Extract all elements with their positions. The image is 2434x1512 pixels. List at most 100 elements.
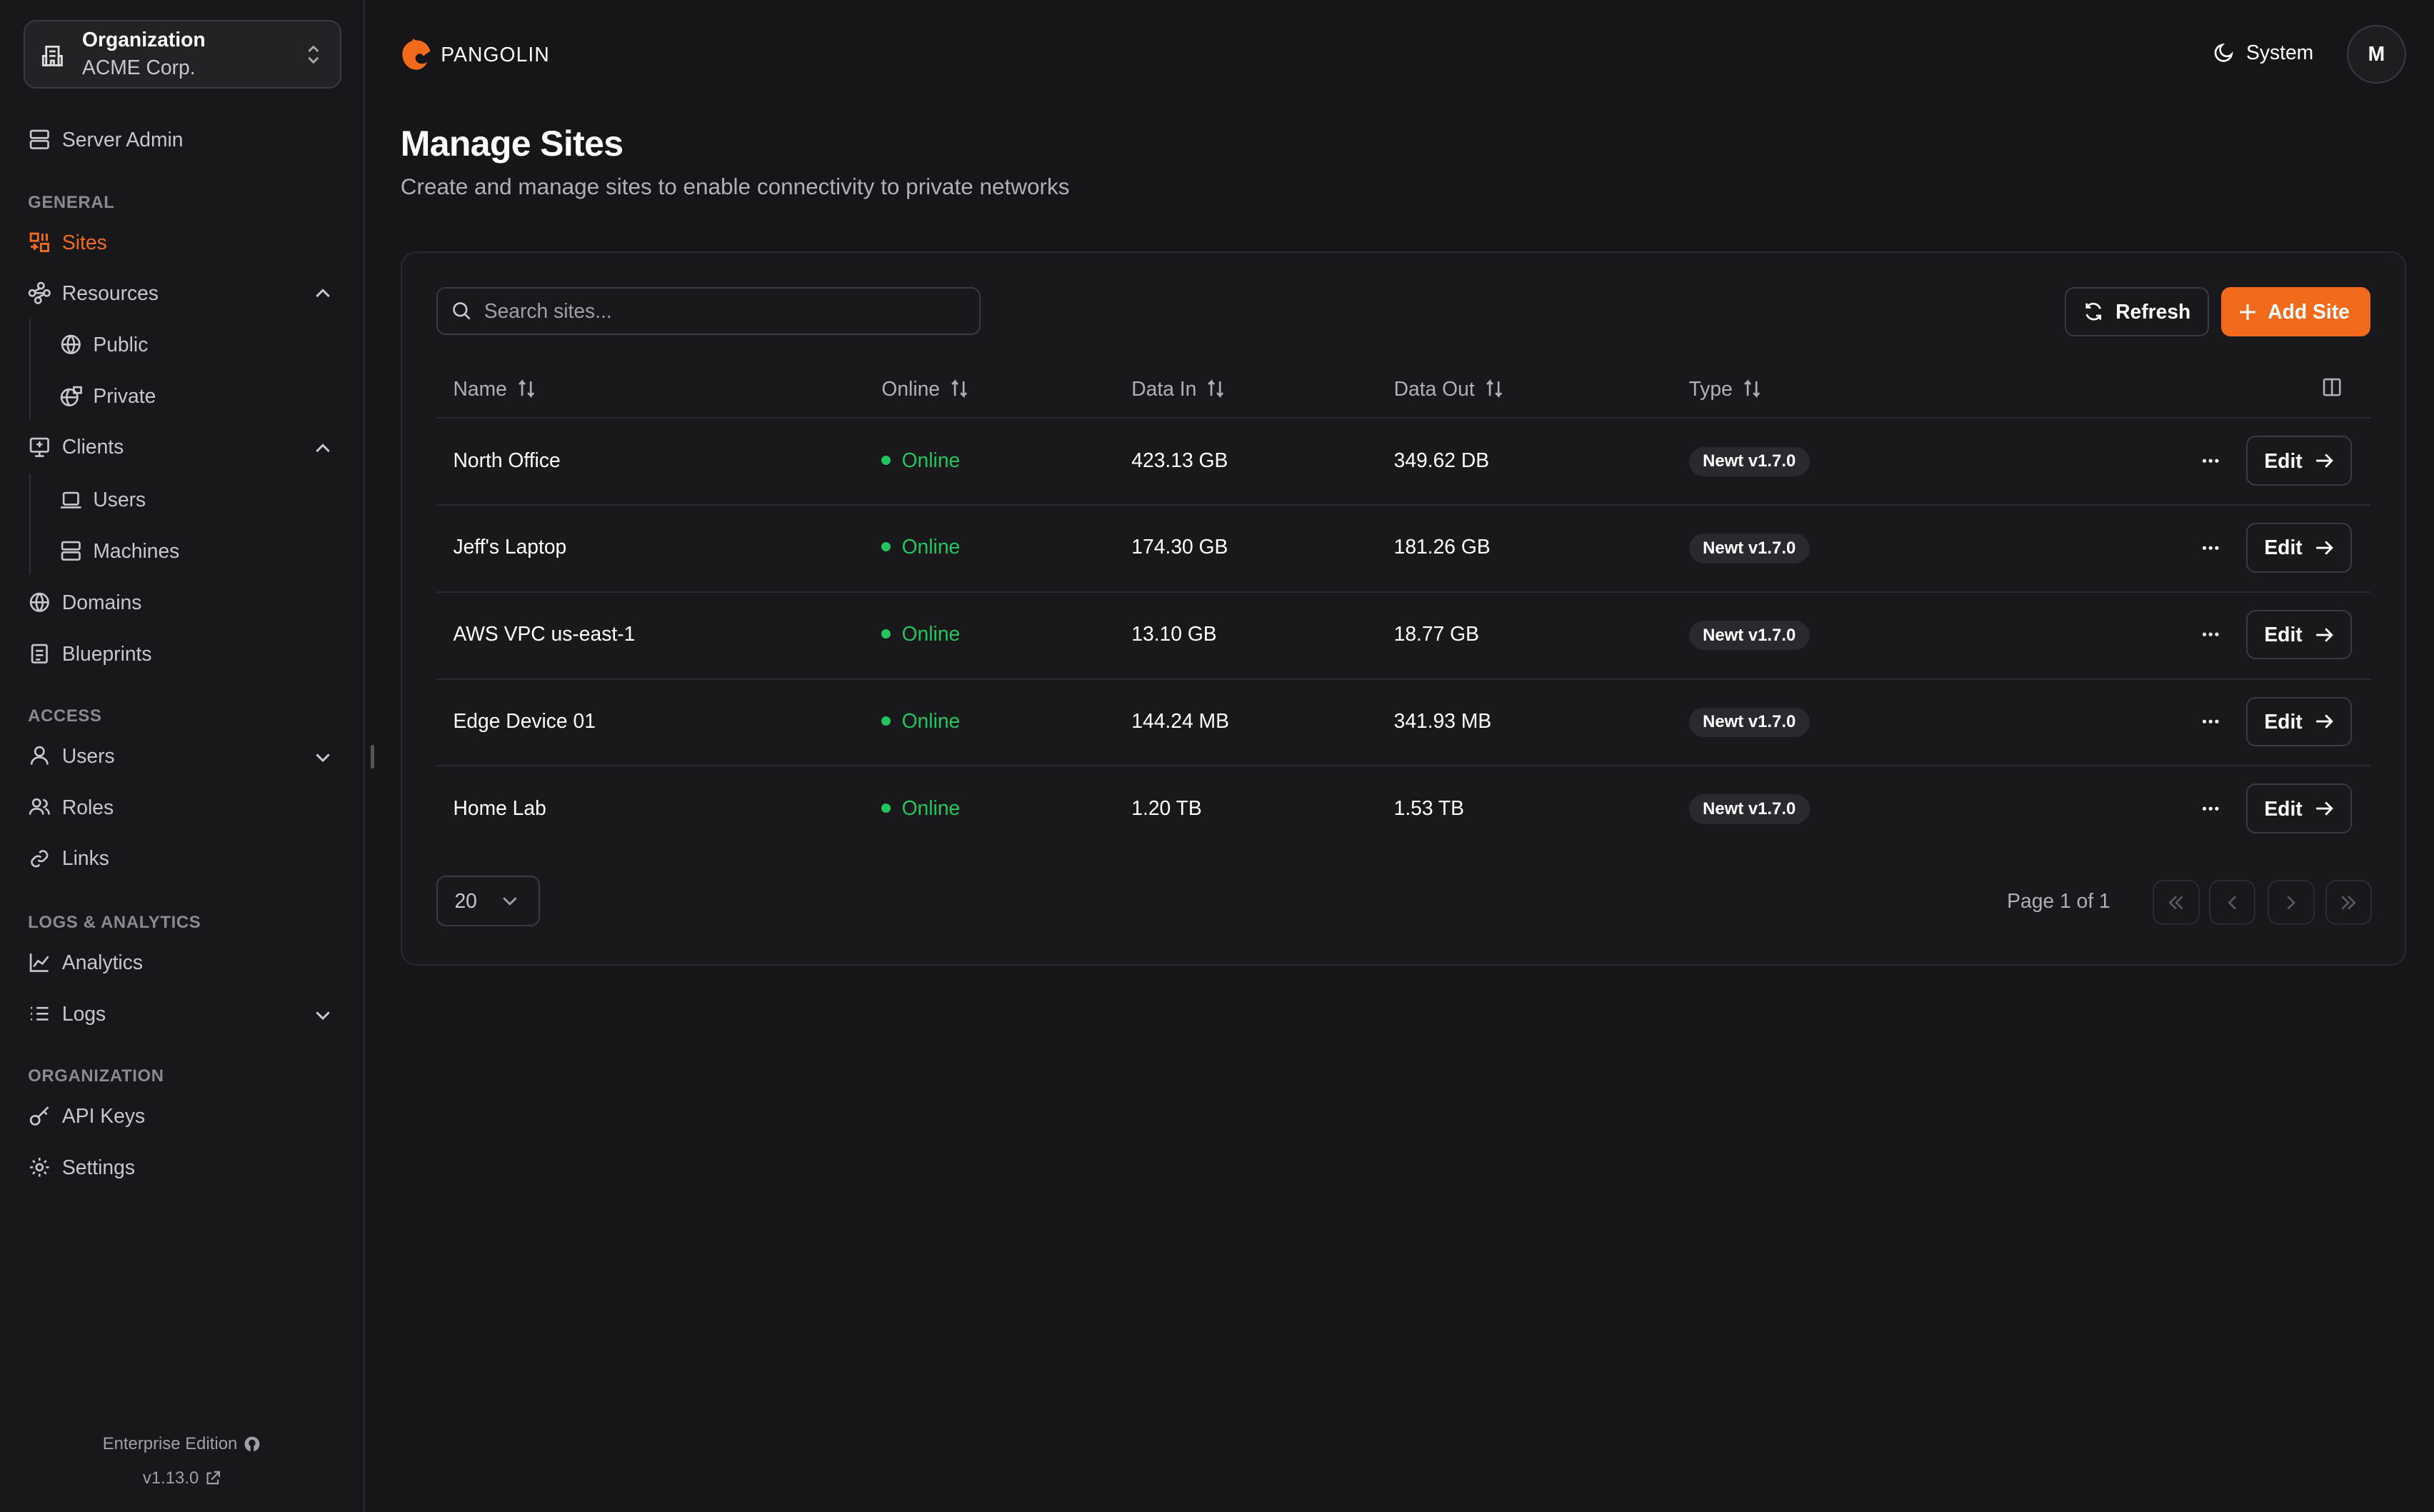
refresh-label: Refresh [2115, 300, 2191, 324]
org-name: ACME Corp. [82, 56, 196, 79]
header-label: Data Out [1393, 376, 1475, 400]
theme-toggle[interactable]: System [2213, 41, 2313, 64]
sort-icon [949, 379, 969, 399]
more-actions-icon[interactable] [2200, 624, 2221, 645]
sidebar-resize-handle[interactable] [371, 745, 374, 768]
last-page-button[interactable] [2325, 880, 2372, 926]
sidebar-item-server-admin[interactable]: Server Admin [28, 124, 183, 155]
sidebar-item-blueprints[interactable]: Blueprints [28, 638, 152, 669]
data-out: 341.93 MB [1393, 709, 1492, 732]
chevron-up-icon[interactable] [314, 442, 332, 454]
chevron-down-icon[interactable] [314, 751, 332, 763]
external-link-icon [205, 1471, 221, 1486]
label: Domains [61, 590, 142, 614]
brand-name: PANGOLIN [441, 42, 550, 66]
data-in: 13.10 GB [1131, 622, 1217, 646]
org-label: Organization [82, 27, 206, 51]
refresh-button[interactable]: Refresh [2064, 286, 2209, 337]
more-actions-icon[interactable] [2200, 798, 2221, 819]
columns-toggle-icon[interactable] [2322, 377, 2342, 397]
type-badge: Newt v1.7.0 [1688, 794, 1810, 824]
sidebar-item-roles[interactable]: Roles [28, 791, 114, 822]
table-row[interactable]: Jeff's Laptop Online 174.30 GB 181.26 GB New… [436, 504, 2370, 593]
sidebar-item-links[interactable]: Links [28, 843, 109, 873]
column-header-type[interactable]: Type [1689, 377, 1763, 401]
edit-button[interactable]: Edit [2245, 783, 2352, 833]
page-size-select[interactable]: 20 [436, 875, 541, 927]
edit-label: Edit [2264, 449, 2303, 472]
column-header-data-out[interactable]: Data Out [1394, 377, 1504, 401]
edit-button[interactable]: Edit [2245, 609, 2352, 660]
avatar[interactable]: M [2347, 24, 2406, 84]
globe-icon [59, 333, 83, 356]
gear-icon [28, 1156, 51, 1179]
refresh-icon [2083, 301, 2104, 322]
add-site-button[interactable]: Add Site [2221, 286, 2370, 337]
sidebar-item-api-keys[interactable]: API Keys [28, 1101, 145, 1131]
column-header-name[interactable]: Name [453, 377, 536, 401]
data-out: 1.53 TB [1393, 796, 1465, 819]
table-row[interactable]: North Office Online 423.13 GB 349.62 DB Newt… [436, 417, 2370, 506]
laptop-icon [59, 489, 83, 512]
sidebar-item-logs[interactable]: Logs [28, 998, 106, 1029]
label: Settings [61, 1155, 135, 1178]
search-icon [451, 301, 471, 321]
table-row[interactable]: Edge Device 01 Online 144.24 MB 341.93 MB Ne… [436, 678, 2370, 767]
sort-icon [1742, 379, 1762, 399]
list-icon [28, 1002, 51, 1026]
more-actions-icon[interactable] [2200, 537, 2221, 559]
sidebar-item-resources[interactable]: Resources [28, 278, 159, 309]
sidebar-item-sites[interactable]: Sites [28, 226, 107, 257]
table-row[interactable]: Home Lab Online 1.20 TB 1.53 TB Newt v1.7.0 E… [436, 765, 2370, 853]
sidebar-item-users[interactable]: Users [28, 741, 115, 771]
status-label: Online [901, 796, 961, 819]
sidebar-item-machines[interactable]: Machines [59, 536, 180, 566]
column-header-data-in[interactable]: Data In [1131, 377, 1226, 401]
table-row[interactable]: AWS VPC us-east-1 Online 13.10 GB 18.77 GB N… [436, 591, 2370, 680]
sidebar-item-private[interactable]: Private [59, 381, 156, 411]
first-page-button[interactable] [2153, 880, 2200, 926]
edit-button[interactable]: Edit [2245, 436, 2352, 486]
more-actions-icon[interactable] [2200, 450, 2221, 471]
sidebar-item-client-users[interactable]: Users [59, 484, 146, 515]
version-link[interactable]: v1.13.0 [0, 1468, 364, 1488]
next-page-button[interactable] [2268, 880, 2315, 926]
edition-link[interactable]: Enterprise Edition [0, 1434, 364, 1454]
prev-page-button[interactable] [2208, 880, 2255, 926]
search-input[interactable]: Search sites... [436, 286, 981, 336]
chevron-down-icon [502, 896, 518, 906]
label: Private [93, 384, 156, 407]
status-badge: Online [881, 449, 960, 472]
chevron-up-icon[interactable] [314, 287, 332, 299]
section-access: ACCESS [28, 706, 102, 726]
more-actions-icon[interactable] [2200, 711, 2221, 732]
sidebar-item-public[interactable]: Public [59, 329, 148, 360]
header-label: Name [453, 376, 507, 400]
column-header-online[interactable]: Online [881, 377, 969, 401]
site-name: Jeff's Laptop [453, 535, 567, 559]
chevrons-left-icon [2167, 895, 2185, 911]
globe-icon [28, 591, 51, 614]
label: Machines [93, 539, 180, 563]
edit-button[interactable]: Edit [2245, 523, 2352, 573]
brand-logo[interactable]: PANGOLIN [399, 37, 550, 71]
sidebar-item-analytics[interactable]: Analytics [28, 947, 143, 978]
sidebar-item-settings[interactable]: Settings [28, 1152, 135, 1183]
label: Clients [61, 435, 124, 459]
site-name: Home Lab [453, 796, 546, 819]
header-label: Type [1688, 376, 1733, 400]
edit-button[interactable]: Edit [2245, 696, 2352, 747]
data-in: 144.24 MB [1131, 709, 1229, 732]
sidebar-item-domains[interactable]: Domains [28, 587, 141, 618]
chevron-down-icon[interactable] [314, 1009, 332, 1021]
sidebar-item-clients[interactable]: Clients [28, 431, 124, 462]
sites-table-card: Search sites... Refresh Add Site Name On… [400, 251, 2406, 966]
plus-icon [2238, 303, 2257, 321]
page-subtitle: Create and manage sites to enable connec… [400, 174, 1070, 200]
org-switcher[interactable]: Organization ACME Corp. [23, 20, 341, 89]
arrow-right-icon [2315, 451, 2333, 470]
tree-line [29, 318, 31, 419]
label: Logs [61, 1001, 106, 1025]
status-dot [881, 542, 891, 552]
data-in: 1.20 TB [1131, 796, 1202, 819]
